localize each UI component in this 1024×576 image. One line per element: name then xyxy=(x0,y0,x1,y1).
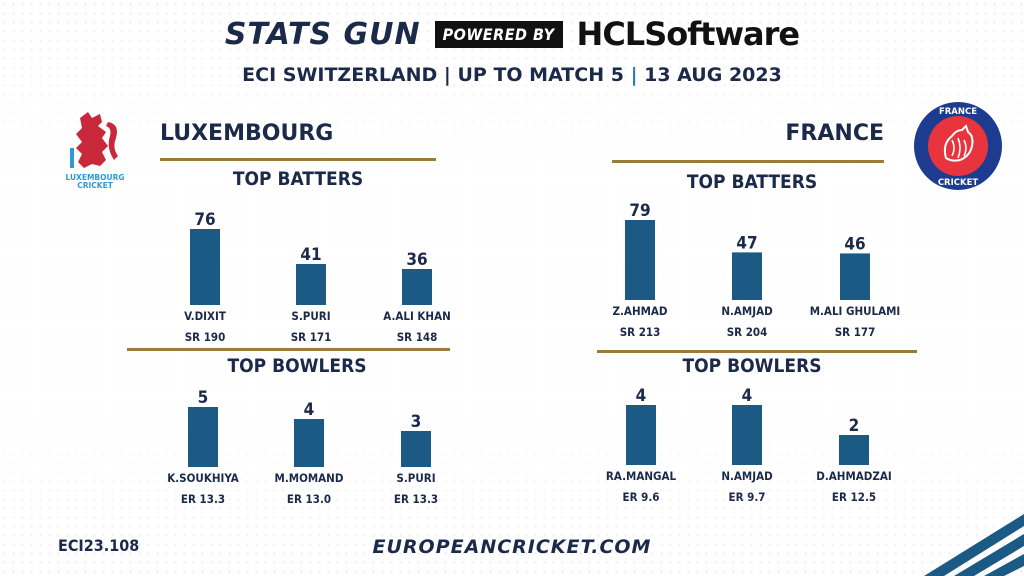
luxembourg-bowlers-player-label: M.MOMAND xyxy=(275,471,344,485)
france-batters-value-label: 46 xyxy=(844,234,865,254)
france-title-rule xyxy=(612,160,884,163)
france-logo-text-2: CRICKET xyxy=(938,178,979,188)
france-batters-bar xyxy=(840,253,870,300)
luxembourg-bowlers-value-label: 4 xyxy=(304,400,315,420)
website-link[interactable]: EUROPEANCRICKET.COM xyxy=(372,536,652,558)
brand-row: STATS GUN POWERED BY HCLSoftware xyxy=(0,14,1024,54)
france-batters-value-label: 79 xyxy=(629,201,650,221)
france-logo-text-1: FRANCE xyxy=(939,107,977,117)
france-bowlers-player-label: N.AMJAD xyxy=(721,469,773,483)
france-batters-rate-label: SR 204 xyxy=(727,325,768,339)
france-bowlers-rate-label: ER 9.6 xyxy=(623,490,660,504)
france-bowlers-chart: 4 RA.MANGAL ER 9.6 4 N.AMJAD ER 9.7 2 D.AHMADZA… xyxy=(606,386,892,504)
luxembourg-logo-text-2: CRICKET xyxy=(77,181,114,190)
luxembourg-bowlers-value-label: 3 xyxy=(411,412,422,432)
france-batters-bar xyxy=(625,220,655,300)
luxembourg-bowlers-rate-label: ER 13.0 xyxy=(287,492,331,506)
luxembourg-batters-rate-label: SR 171 xyxy=(291,330,332,344)
luxembourg-batters-value-label: 76 xyxy=(194,210,215,230)
france-batters-player-label: N.AMJAD xyxy=(721,304,773,318)
luxembourg-batters-value-label: 36 xyxy=(406,250,427,270)
france-batters-player-label: M.ALI GHULAMI xyxy=(810,304,901,318)
luxembourg-batters-rate-label: SR 148 xyxy=(397,330,438,344)
luxembourg-batters-bar xyxy=(296,264,326,305)
luxembourg-bowlers-rate-label: ER 13.3 xyxy=(181,492,225,506)
luxembourg-batters-player-label: S.PURI xyxy=(291,309,330,323)
luxembourg-title-rule xyxy=(160,158,436,161)
france-batters-rate-label: SR 213 xyxy=(620,325,661,339)
powered-by-badge: POWERED BY xyxy=(434,20,563,48)
luxembourg-bowlers-bar xyxy=(294,419,324,467)
france-batters-title: TOP BATTERS xyxy=(686,171,818,193)
luxembourg-bowlers-rate-label: ER 13.3 xyxy=(394,492,438,506)
luxembourg-bowlers-bar xyxy=(401,431,431,467)
france-bowlers-value-label: 4 xyxy=(742,386,753,406)
luxembourg-bowlers-bar xyxy=(188,407,218,467)
luxembourg-batters-player-label: A.ALI KHAN xyxy=(383,309,451,323)
france-batters-player-label: Z.AHMAD xyxy=(613,304,668,318)
stats-gun-logo: STATS GUN xyxy=(224,16,421,52)
luxembourg-bowlers-title: TOP BOWLERS xyxy=(227,355,367,377)
luxembourg-bowlers-player-label: K.SOUKHIYA xyxy=(167,471,239,485)
luxembourg-batters-chart: 76 V.DIXIT SR 190 41 S.PURI SR 171 36 A.ALI KHA… xyxy=(184,210,451,344)
luxembourg-bowlers-value-label: 5 xyxy=(198,388,209,408)
france-batters-rate-label: SR 177 xyxy=(835,325,876,339)
france-batters-value-label: 47 xyxy=(736,233,757,253)
france-bowlers-rate-label: ER 9.7 xyxy=(729,490,766,504)
subtitle-separator: | xyxy=(630,64,645,86)
luxembourg-bowlers-player-label: S.PURI xyxy=(396,471,435,485)
france-batters-bar xyxy=(732,252,762,300)
france-bowlers-bar xyxy=(626,405,656,465)
luxembourg-batters-bar xyxy=(190,229,220,305)
luxembourg-batters-player-label: V.DIXIT xyxy=(184,309,226,323)
france-bowlers-title: TOP BOWLERS xyxy=(682,355,822,377)
luxembourg-batters-bar xyxy=(402,269,432,305)
france-batters-chart: 79 Z.AHMAD SR 213 47 N.AMJAD SR 204 46 M.ALI GH… xyxy=(613,201,901,339)
subtitle-event: ECI SWITZERLAND | UP TO MATCH 5 xyxy=(242,64,631,86)
graphic-code: ECI23.108 xyxy=(58,536,140,555)
luxembourg-batters-value-label: 41 xyxy=(300,245,321,265)
france-bowlers-value-label: 2 xyxy=(849,416,860,436)
france-bowlers-bar xyxy=(732,405,762,465)
france-bowlers-rate-label: ER 12.5 xyxy=(832,490,876,504)
luxembourg-bowlers-chart: 5 K.SOUKHIYA ER 13.3 4 M.MOMAND ER 13.0 3 S.PUR… xyxy=(167,388,438,506)
subtitle-date: 13 AUG 2023 xyxy=(644,64,782,86)
luxembourg-logo-text-1: LUXEMBOURG xyxy=(65,173,124,182)
france-bowlers-player-label: RA.MANGAL xyxy=(606,469,677,483)
corner-stripes-decoration xyxy=(924,514,1024,576)
luxembourg-batters-title: TOP BATTERS xyxy=(232,168,364,190)
france-team-title: FRANCE xyxy=(785,121,884,146)
france-mid-rule xyxy=(597,350,917,353)
luxembourg-team-title: LUXEMBOURG xyxy=(160,121,334,146)
hcl-software-logo: HCLSoftware xyxy=(576,15,801,53)
france-bowlers-player-label: D.AHMADZAI xyxy=(816,469,891,483)
france-bowlers-bar xyxy=(839,435,869,465)
luxembourg-batters-rate-label: SR 190 xyxy=(185,330,226,344)
header: STATS GUN POWERED BY HCLSoftware ECI SWI… xyxy=(0,14,1024,86)
luxembourg-mid-rule xyxy=(127,348,450,351)
france-cricket-logo: FRANCE CRICKET xyxy=(914,102,1002,190)
france-bowlers-value-label: 4 xyxy=(636,386,647,406)
luxembourg-cricket-logo: LUXEMBOURG CRICKET xyxy=(65,112,125,190)
page-subtitle: ECI SWITZERLAND | UP TO MATCH 5 | 13 AUG… xyxy=(0,64,1024,86)
